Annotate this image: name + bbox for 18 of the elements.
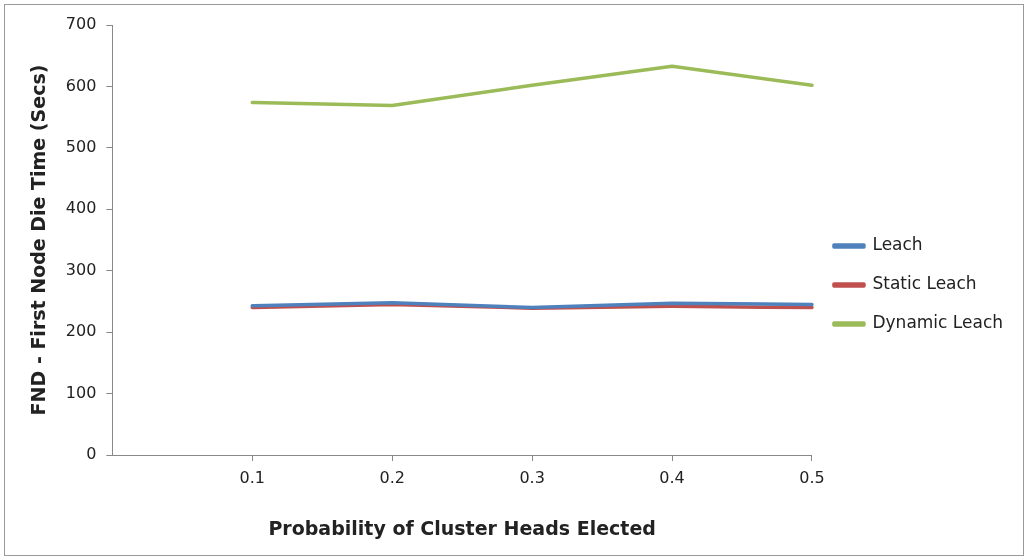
y-tick-label: 700 (65, 14, 97, 34)
x-tick-label: 0.2 (379, 467, 405, 487)
x-tick-label: 0.1 (239, 467, 265, 487)
y-tick-label: 500 (65, 137, 97, 157)
y-tick-label: 100 (65, 382, 97, 402)
x-axis-title: Probability of Cluster Heads Elected (268, 516, 656, 539)
y-axis-title: FND - First Node Die Time (Secs) (27, 64, 50, 416)
y-tick-label: 200 (65, 321, 97, 341)
legend-label: Dynamic Leach (872, 312, 1003, 333)
y-tick-label: 0 (86, 444, 97, 464)
y-tick-label: 400 (65, 198, 97, 218)
x-tick-label: 0.4 (659, 467, 685, 487)
x-tick-label: 0.5 (799, 467, 825, 487)
y-tick-label: 300 (65, 259, 97, 279)
y-tick-label: 600 (65, 75, 97, 95)
legend-label: Leach (872, 234, 923, 255)
x-tick-label: 0.3 (519, 467, 545, 487)
legend-label: Static Leach (872, 273, 977, 294)
